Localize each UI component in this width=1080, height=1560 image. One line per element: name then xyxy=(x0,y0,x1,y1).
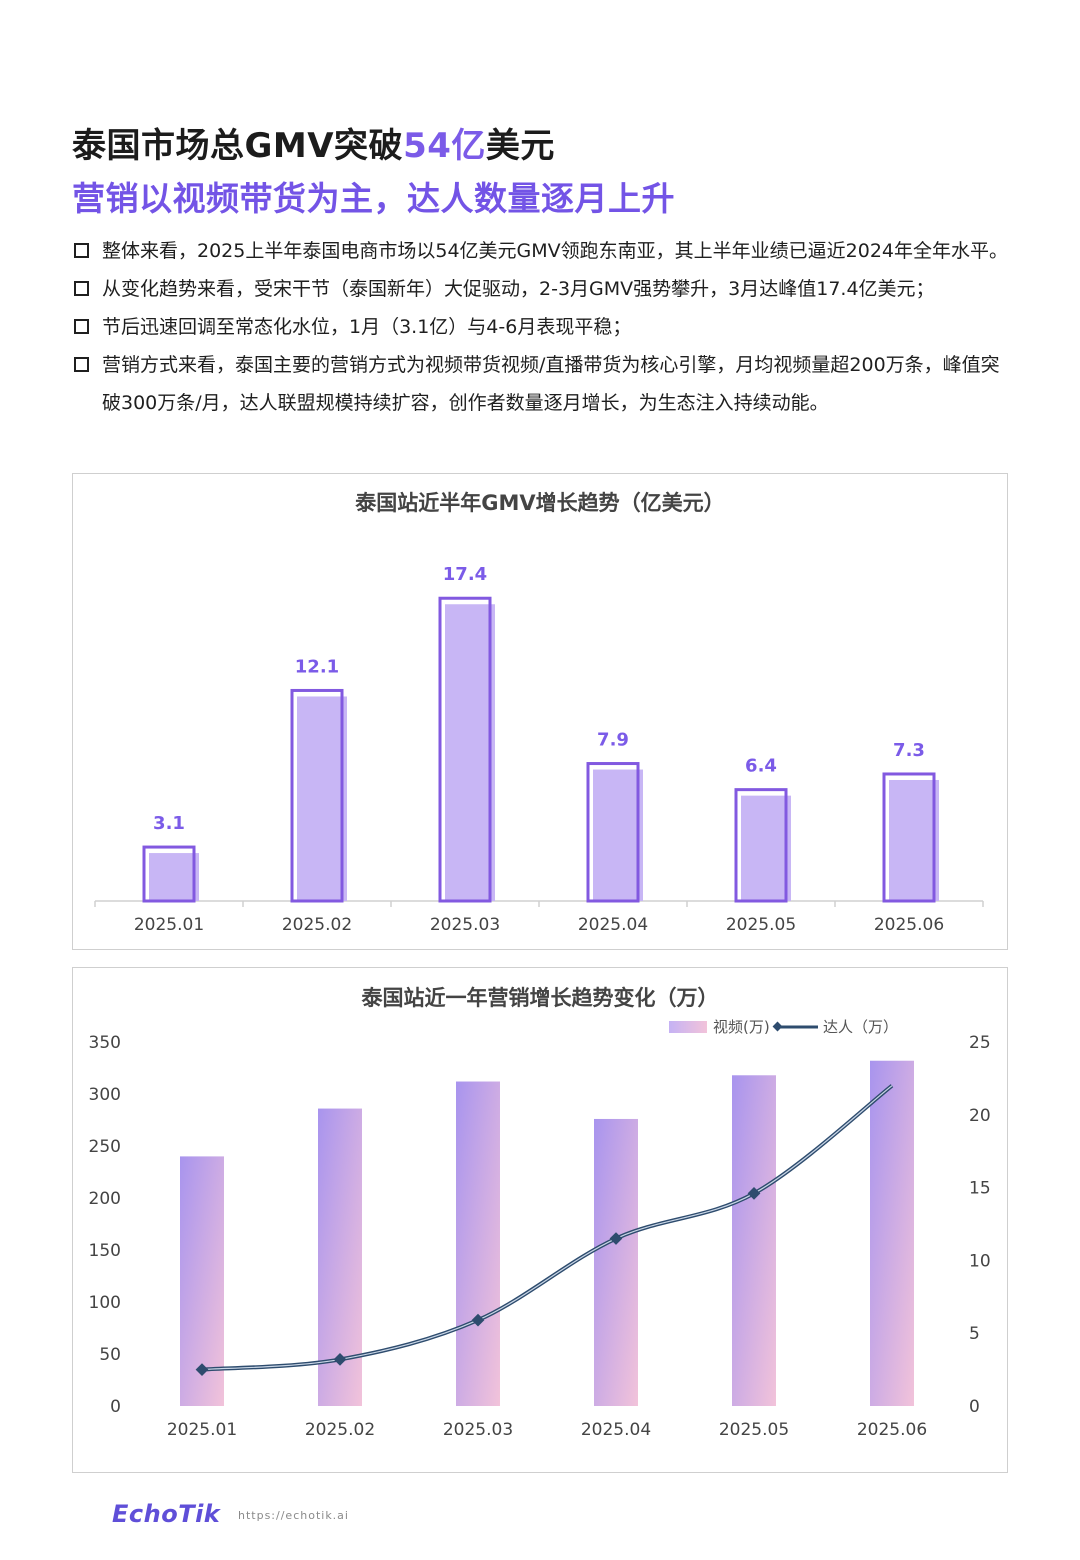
video-bar xyxy=(732,1075,776,1406)
y-left-tick-label: 50 xyxy=(99,1345,121,1365)
marketing-chart-title: 泰国站近一年营销增长趋势变化（万） xyxy=(361,986,719,1010)
title-suffix: 美元 xyxy=(486,126,555,166)
gmv-chart: 泰国站近半年GMV增长趋势（亿美元） 3.1 2025.01 12.1 2025.02… xyxy=(73,474,1007,949)
y-right-tick-label: 15 xyxy=(969,1179,991,1199)
video-bar xyxy=(594,1119,638,1406)
page-title: 泰国市场总GMV突破54亿美元 xyxy=(72,118,555,167)
bullet-item: 从变化趋势来看，受宋干节（泰国新年）大促驱动，2-3月GMV强势攀升，3月达峰值… xyxy=(74,270,1014,308)
chart-legend: 视频(万) 达人（万） xyxy=(669,1018,898,1036)
legend-label-video: 视频(万) xyxy=(713,1018,770,1036)
legend-marker-icon xyxy=(773,1022,783,1032)
x-tick-label: 2025.06 xyxy=(874,915,944,935)
square-bullet-icon xyxy=(74,243,89,258)
gmv-data-label: 7.3 xyxy=(893,740,925,761)
y-right-tick-label: 0 xyxy=(969,1397,980,1417)
bullet-text: 整体来看，2025上半年泰国电商市场以54亿美元GMV领跑东南亚，其上半年业绩已… xyxy=(102,240,1008,262)
gmv-data-label: 3.1 xyxy=(153,813,185,834)
y-right-tick-label: 10 xyxy=(969,1251,991,1271)
x-tick-label: 2025.02 xyxy=(305,1420,375,1440)
y-left-tick-label: 150 xyxy=(89,1241,121,1261)
gmv-chart-panel: 泰国站近半年GMV增长趋势（亿美元） 3.1 2025.01 12.1 2025.02… xyxy=(72,473,1008,950)
x-tick-label: 2025.05 xyxy=(726,915,796,935)
gmv-chart-title: 泰国站近半年GMV增长趋势（亿美元） xyxy=(354,491,724,515)
y-left-tick-label: 0 xyxy=(110,1397,121,1417)
creators-line-highlight xyxy=(202,1086,892,1370)
x-tick-label: 2025.04 xyxy=(581,1420,651,1440)
y-right-tick-label: 20 xyxy=(969,1106,991,1126)
creators-line xyxy=(202,1086,892,1370)
video-bar xyxy=(456,1082,500,1406)
x-tick-label: 2025.03 xyxy=(443,1420,513,1440)
gmv-bar xyxy=(445,604,495,901)
bullet-text: 从变化趋势来看，受宋干节（泰国新年）大促驱动，2-3月GMV强势攀升，3月达峰值… xyxy=(102,278,935,300)
echotik-logo: EchoTik xyxy=(112,1500,220,1528)
legend-label-creators: 达人（万） xyxy=(823,1018,898,1036)
title-prefix: 泰国市场总GMV突破 xyxy=(72,126,403,166)
gmv-bar xyxy=(741,796,791,901)
x-tick-label: 2025.04 xyxy=(578,915,648,935)
footer-url[interactable]: https://echotik.ai xyxy=(238,1509,349,1522)
title-highlight: 54亿 xyxy=(403,126,486,166)
square-bullet-icon xyxy=(74,319,89,334)
video-bar xyxy=(870,1061,914,1406)
bullet-text: 营销方式来看，泰国主要的营销方式为视频带货视频/直播带货为核心引擎，月均视频量超… xyxy=(102,354,1000,414)
y-left-tick-label: 300 xyxy=(89,1085,121,1105)
page-subtitle: 营销以视频带货为主，达人数量逐月上升 xyxy=(72,172,675,220)
marketing-chart-panel: 泰国站近一年营销增长趋势变化（万） 视频(万) 达人（万） 0 50 100 150 2… xyxy=(72,967,1008,1473)
square-bullet-icon xyxy=(74,281,89,296)
y-left-tick-label: 100 xyxy=(89,1293,121,1313)
bullet-item: 营销方式来看，泰国主要的营销方式为视频带货视频/直播带货为核心引擎，月均视频量超… xyxy=(74,346,1014,422)
gmv-bar xyxy=(889,780,939,901)
x-tick-label: 2025.01 xyxy=(167,1420,237,1440)
gmv-data-label: 12.1 xyxy=(295,656,339,677)
gmv-bar xyxy=(149,853,199,901)
y-left-tick-label: 350 xyxy=(89,1033,121,1053)
marketing-chart: 泰国站近一年营销增长趋势变化（万） 视频(万) 达人（万） 0501001502… xyxy=(73,968,1007,1472)
x-tick-label: 2025.01 xyxy=(134,915,204,935)
x-tick-label: 2025.05 xyxy=(719,1420,789,1440)
gmv-data-label: 6.4 xyxy=(745,756,777,777)
y-left-tick-label: 250 xyxy=(89,1137,121,1157)
y-left-tick-label: 200 xyxy=(89,1189,121,1209)
bullet-list: 整体来看，2025上半年泰国电商市场以54亿美元GMV领跑东南亚，其上半年业绩已… xyxy=(74,232,1014,422)
x-tick-label: 2025.03 xyxy=(430,915,500,935)
gmv-data-label: 17.4 xyxy=(443,564,487,585)
y-right-tick-label: 5 xyxy=(969,1324,980,1344)
gmv-bar xyxy=(297,696,347,901)
legend-swatch-video xyxy=(669,1021,707,1033)
square-bullet-icon xyxy=(74,357,89,372)
bullet-item: 整体来看，2025上半年泰国电商市场以54亿美元GMV领跑东南亚，其上半年业绩已… xyxy=(74,232,1014,270)
y-right-tick-label: 25 xyxy=(969,1033,991,1053)
gmv-data-label: 7.9 xyxy=(597,730,629,751)
x-tick-label: 2025.06 xyxy=(857,1420,927,1440)
bullet-text: 节后迅速回调至常态化水位，1月（3.1亿）与4-6月表现平稳； xyxy=(102,316,631,338)
x-tick-label: 2025.02 xyxy=(282,915,352,935)
gmv-bar xyxy=(593,770,643,901)
bullet-item: 节后迅速回调至常态化水位，1月（3.1亿）与4-6月表现平稳； xyxy=(74,308,1014,346)
